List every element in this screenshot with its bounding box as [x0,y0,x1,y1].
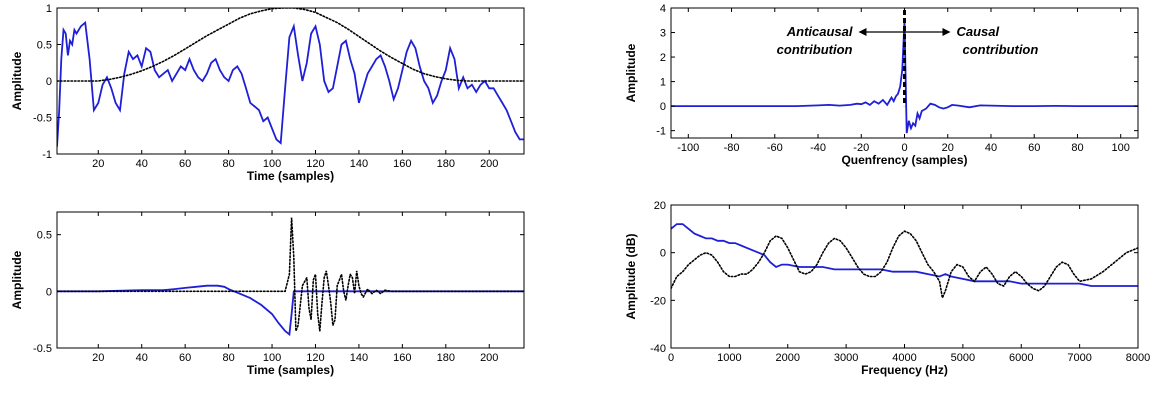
x-tick-label: 80 [1071,142,1083,154]
x-tick-label: 7000 [1067,352,1091,364]
x-tick-label: 80 [222,158,234,170]
y-tick-label: 1 [46,3,52,15]
y-tick-label: 2 [660,52,666,64]
y-tick-label: -0.5 [33,113,52,125]
x-tick-label: 20 [942,142,954,154]
x-tick-label: 100 [1112,142,1130,154]
x-tick-label: 5000 [951,352,975,364]
x-tick-label: 60 [179,158,191,170]
x-tick-label: 160 [393,352,411,364]
chart-panel-top-right: -100 -80 -60 -40 -20 0 20 40 60 80 100 -1 0 1 2 3 4 Quenf… [624,3,1139,167]
x-tick-label: 200 [480,158,498,170]
annotation-causal: contribution [963,42,1039,57]
chart-panel-top-left: 20 40 60 80 100 120 140 160 180 200 -1 -0.5 0 0.5 1 Tim… [10,3,525,183]
x-tick-label: 180 [437,158,455,170]
y-tick-label: 0 [660,101,666,113]
x-tick-label: 8000 [1126,352,1150,364]
x-tick-label: -60 [767,142,783,154]
x-tick-label: 100 [263,352,281,364]
series-solid-line [671,223,1138,287]
y-tick-label: -1 [42,149,52,161]
series-solid-line [57,284,524,337]
y-axis-label: Amplitude (dB) [624,234,638,320]
y-tick-label: -1 [656,126,666,138]
x-tick-label: -80 [724,142,740,154]
x-tick-label: 2000 [776,352,800,364]
y-axis-label: Amplitude [10,250,24,309]
x-axis-label: Frequency (Hz) [861,363,948,377]
x-tick-label: 100 [263,158,281,170]
x-tick-label: 80 [222,352,234,364]
series-dotted-line [57,8,524,82]
x-tick-label: 60 [179,352,191,364]
x-tick-label: 180 [437,352,455,364]
x-tick-label: 3000 [834,352,858,364]
y-tick-label: 1 [660,77,666,89]
x-axis-label: Time (samples) [247,363,334,377]
y-tick-label: 3 [660,28,666,40]
axes-frame [56,211,525,349]
y-tick-label: -0.5 [33,343,52,355]
x-tick-label: 40 [136,158,148,170]
x-axis-label: Time (samples) [247,169,334,183]
axes-frame [670,204,1139,349]
x-tick-label: 1000 [717,352,741,364]
y-tick-label: -40 [650,343,666,355]
x-tick-label: 0 [668,352,674,364]
arrow-left-head [858,28,867,36]
arrow-right-head [942,28,951,36]
annotation-anticausal: contribution [777,42,853,57]
chart-panel-bottom-right: 0 1000 2000 3000 4000 5000 6000 7000 8000 -40 -20 0… [624,200,1150,377]
x-tick-label: 60 [1028,142,1040,154]
chart-panel-bottom-left: 20 40 60 80 100 120 140 160 180 200 -0.5 0 0.5 Time (… [10,211,525,377]
y-axis-label: Amplitude [10,51,24,110]
series-solid-line [671,20,1138,134]
x-tick-label: 4000 [892,352,916,364]
y-tick-label: 0.5 [37,40,52,52]
x-tick-label: 120 [306,158,324,170]
series-solid-line [57,20,524,147]
series-dotted-line [671,230,1138,301]
y-tick-label: 0 [46,286,52,298]
x-tick-label: 20 [92,158,104,170]
y-tick-label: -20 [650,295,666,307]
y-tick-label: 20 [654,200,666,212]
x-axis-label: Quenfrency (samples) [841,153,967,167]
x-tick-label: 6000 [1009,352,1033,364]
y-tick-label: 4 [660,3,666,15]
series-dotted-line [57,217,524,332]
y-tick-label: 0 [46,76,52,88]
y-tick-label: 0.5 [37,230,52,242]
x-tick-label: -100 [677,142,699,154]
x-tick-label: 160 [393,158,411,170]
x-tick-label: -20 [853,142,869,154]
axes-frame [56,7,525,155]
x-tick-label: -40 [810,142,826,154]
x-tick-label: 140 [350,158,368,170]
x-tick-label: 200 [480,352,498,364]
x-tick-label: 40 [136,352,148,364]
annotation-causal: Causal [957,24,1000,39]
x-tick-label: 0 [901,142,907,154]
y-tick-label: 0 [660,248,666,260]
x-tick-label: 140 [350,352,368,364]
y-axis-label: Amplitude [624,43,638,102]
x-tick-label: 40 [985,142,997,154]
x-tick-label: 120 [306,352,324,364]
annotation-anticausal: Anticausal [786,24,853,39]
x-tick-label: 20 [92,352,104,364]
